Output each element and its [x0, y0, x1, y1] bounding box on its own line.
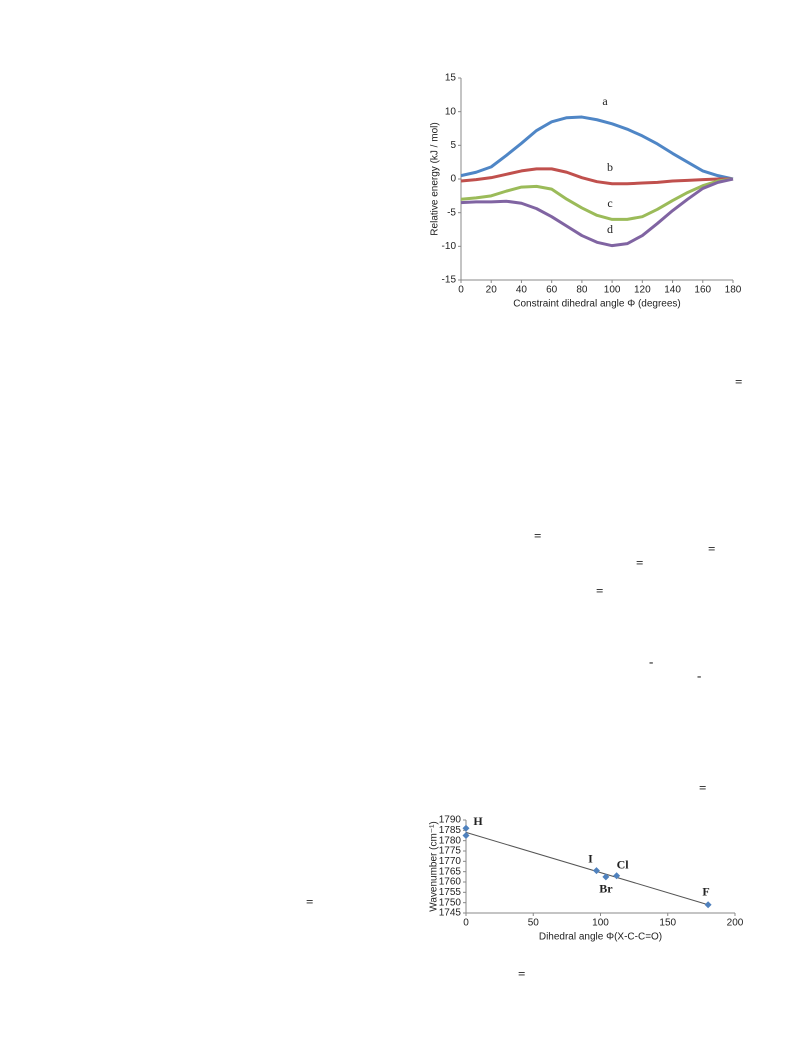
point	[613, 872, 621, 880]
y-tick-label: 1790	[439, 815, 462, 826]
x-tick-label: 150	[659, 918, 676, 929]
y-tick-label: -15	[442, 275, 457, 286]
symbol: =	[596, 583, 603, 598]
point-label: F	[702, 884, 709, 898]
y-tick-label: 5	[450, 140, 456, 151]
point	[602, 873, 610, 881]
symbol: =	[636, 555, 643, 570]
y-tick-label: 1765	[439, 866, 462, 877]
y-tick-label: 10	[445, 106, 457, 117]
point-label: Cl	[617, 858, 630, 872]
y-tick-label: 1785	[439, 825, 462, 836]
symbol: =	[708, 541, 715, 556]
y-tick-label: -10	[442, 241, 457, 252]
x-tick-label: 0	[463, 918, 469, 929]
x-tick-label: 0	[458, 285, 464, 296]
x-tick-label: 50	[528, 918, 540, 929]
x-tick-label: 200	[727, 918, 744, 929]
symbol: -	[649, 654, 653, 669]
series-line	[460, 177, 734, 248]
symbol: =	[735, 374, 742, 389]
y-tick-label: 1775	[439, 846, 462, 857]
y-tick-label: -5	[447, 207, 456, 218]
symbol: =	[534, 528, 541, 543]
y-tick-label: 0	[450, 174, 456, 185]
symbol: =	[518, 966, 525, 981]
x-tick-label: 40	[516, 285, 528, 296]
y-tick-label: 1780	[439, 835, 462, 846]
x-tick-label: 100	[604, 285, 621, 296]
y-axis-label: Wavenumber (cm⁻¹)	[429, 821, 440, 911]
series-line	[460, 115, 734, 181]
x-tick-label: 120	[634, 285, 651, 296]
y-tick-label: 1750	[439, 897, 462, 908]
series-label: b	[607, 160, 613, 174]
y-axis-label: Relative energy (kJ / mol)	[430, 122, 441, 235]
point-label: Br	[599, 882, 613, 896]
symbol: =	[306, 894, 313, 909]
series-line	[460, 167, 733, 186]
point	[704, 901, 712, 909]
point	[462, 832, 470, 839]
x-tick-label: 180	[725, 285, 742, 296]
point	[462, 824, 470, 832]
y-tick-label: 1760	[439, 877, 462, 888]
trendline	[465, 831, 709, 906]
point-label: H	[473, 814, 483, 828]
point-label: I	[588, 851, 593, 865]
x-tick-label: 80	[576, 285, 588, 296]
y-tick-label: 15	[445, 73, 457, 84]
x-axis-label: Constraint dihedral angle Φ (degrees)	[513, 299, 681, 310]
symbol: =	[699, 780, 706, 795]
symbol: -	[697, 668, 701, 683]
y-tick-label: 1770	[439, 856, 462, 867]
x-tick-label: 160	[694, 285, 711, 296]
x-tick-label: 60	[546, 285, 558, 296]
x-axis-label: Dihedral angle Φ(X-C-C=O)	[539, 932, 662, 943]
point	[592, 867, 600, 875]
series-label: a	[602, 94, 608, 108]
y-tick-label: 1755	[439, 887, 462, 898]
series-line	[460, 177, 734, 221]
y-tick-label: 1745	[439, 908, 462, 919]
x-tick-label: 140	[664, 285, 681, 296]
series-label: d	[607, 222, 613, 236]
x-tick-label: 100	[592, 918, 609, 929]
series-label: c	[607, 196, 612, 210]
x-tick-label: 20	[486, 285, 498, 296]
